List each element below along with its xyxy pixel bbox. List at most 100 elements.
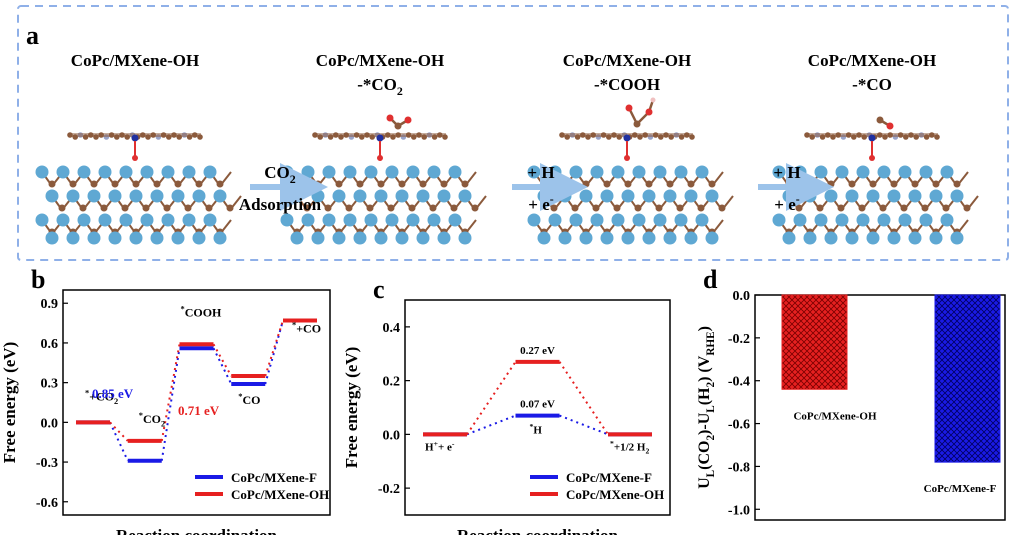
panel-letter: d: [703, 265, 718, 294]
reaction-arrow-2: + H + e-: [512, 163, 588, 214]
ti-atom: [56, 165, 70, 179]
ti-atom: [427, 165, 441, 179]
ti-atom: [782, 231, 796, 245]
carbon-atom: [858, 204, 866, 212]
ti-atom: [632, 165, 646, 179]
carbon-atom: [314, 180, 322, 188]
ti-atom: [119, 213, 133, 227]
y-tick-label: 0.3: [41, 377, 59, 392]
ti-atom: [364, 213, 378, 227]
carbon-atom: [708, 180, 716, 188]
ti-atom: [642, 231, 656, 245]
ti-atom: [866, 189, 880, 203]
bar-copc-mxene-f: [934, 294, 1001, 463]
structure-subtitle: -*CO2: [357, 75, 403, 98]
energy-annotation: 0.27 eV: [520, 345, 555, 357]
ti-atom: [322, 213, 336, 227]
ti-atom: [129, 189, 143, 203]
connector: [160, 348, 181, 461]
arrow-top-label: CO2: [264, 163, 296, 186]
ti-atom: [590, 213, 604, 227]
ti-atom: [653, 165, 667, 179]
carbon-atom: [324, 204, 332, 212]
structure-title: CoPc/MXene-OH: [563, 51, 691, 70]
structure-subtitle: -*COOH: [594, 75, 660, 94]
y-tick-label: 0.0: [383, 428, 401, 443]
ti-atom: [374, 231, 388, 245]
oxygen-atom: [377, 155, 383, 161]
x-axis-label: Reaction coordination: [457, 526, 619, 535]
carbon-atom: [142, 204, 150, 212]
ti-atom: [695, 213, 709, 227]
ti-atom: [856, 165, 870, 179]
carbon-atom: [645, 180, 653, 188]
copc-molecule: [559, 97, 695, 161]
structure-title: CoPc/MXene-OH: [71, 51, 199, 70]
ti-atom: [66, 189, 80, 203]
ti-atom: [437, 189, 451, 203]
carbon-atom: [408, 204, 416, 212]
y-axis-label: Free energy (eV): [342, 347, 361, 468]
bar-copc-mxene-oh: [781, 294, 848, 390]
ti-atom: [98, 213, 112, 227]
ti-atom: [192, 231, 206, 245]
ti-atom: [803, 231, 817, 245]
ti-atom: [171, 231, 185, 245]
ti-atom: [343, 165, 357, 179]
ti-atom: [824, 189, 838, 203]
state-label: H++ e-: [425, 439, 455, 453]
ti-atom: [119, 165, 133, 179]
carbon-atom: [876, 116, 884, 124]
panel-c: c -0.2 0.0 0.2 0.4 Free energy (eV) Reaction c…: [342, 275, 671, 540]
structure-4: CoPc/MXene-OH -*CO: [772, 51, 979, 245]
carbon-atom: [953, 180, 961, 188]
ti-atom: [569, 213, 583, 227]
carbon-atom: [90, 180, 98, 188]
carbon-atom: [879, 204, 887, 212]
connector: [558, 361, 609, 435]
mxene-substrate: [35, 165, 242, 245]
y-tick-label: -0.6: [36, 496, 58, 511]
structure-2: CoPc/MXene-OH -*CO2: [280, 51, 487, 245]
mxene-substrate: [527, 165, 734, 245]
carbon-atom: [911, 180, 919, 188]
ti-atom: [684, 189, 698, 203]
y-tick-label: 0.9: [41, 297, 59, 312]
ti-atom: [929, 189, 943, 203]
ti-atom: [919, 165, 933, 179]
mxene-substrate: [772, 165, 979, 245]
carbon-atom: [153, 180, 161, 188]
ti-atom: [590, 165, 604, 179]
ti-atom: [674, 165, 688, 179]
carbon-atom: [377, 180, 385, 188]
ti-atom: [814, 213, 828, 227]
ti-atom: [824, 231, 838, 245]
ti-atom: [835, 165, 849, 179]
carbon-atom: [687, 180, 695, 188]
ti-atom: [182, 213, 196, 227]
oxygen-atom: [624, 155, 630, 161]
carbon-atom: [205, 204, 213, 212]
ti-atom: [458, 231, 472, 245]
oxygen-atom: [869, 155, 875, 161]
ti-atom: [898, 213, 912, 227]
copc-molecule: [312, 114, 448, 161]
arrow-top-label: + H: [773, 163, 800, 182]
y-tick-label: -0.6: [728, 418, 750, 433]
arrow-bottom-label: Adsorption: [239, 195, 322, 214]
carbon-atom: [450, 204, 458, 212]
carbon-atom: [69, 180, 77, 188]
ti-atom: [877, 213, 891, 227]
carbon-atom: [582, 180, 590, 188]
ti-atom: [653, 213, 667, 227]
ti-atom: [161, 213, 175, 227]
ti-atom: [548, 213, 562, 227]
carbon-atom: [335, 180, 343, 188]
carbon-atom: [48, 180, 56, 188]
ti-atom: [642, 189, 656, 203]
carbon-atom: [666, 180, 674, 188]
carbon-atom: [837, 204, 845, 212]
connector: [109, 421, 129, 442]
carbon-atom: [100, 204, 108, 212]
